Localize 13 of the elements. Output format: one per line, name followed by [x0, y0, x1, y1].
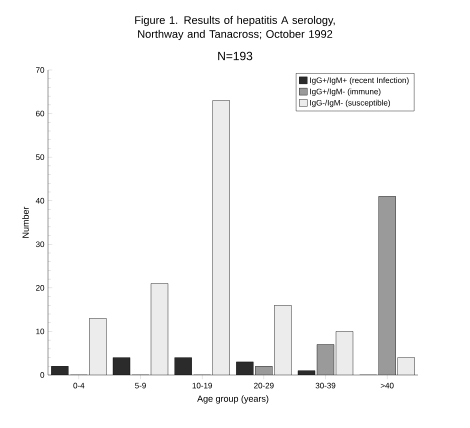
bar [317, 344, 334, 375]
y-axis-title: Number [22, 206, 29, 238]
bar [378, 196, 396, 375]
bar [397, 357, 415, 375]
bar [174, 358, 192, 375]
bar [212, 100, 230, 375]
x-axis-title: Age group (years) [197, 395, 268, 404]
chart-title: Figure 1. Results of hepatitis A serology, Northway and Tanacross; October 1992 [135, 16, 335, 40]
chart-subtitle: N=193 [218, 52, 252, 60]
bar [274, 305, 292, 375]
bar [89, 318, 106, 375]
bar [336, 331, 353, 375]
bar [150, 284, 168, 375]
